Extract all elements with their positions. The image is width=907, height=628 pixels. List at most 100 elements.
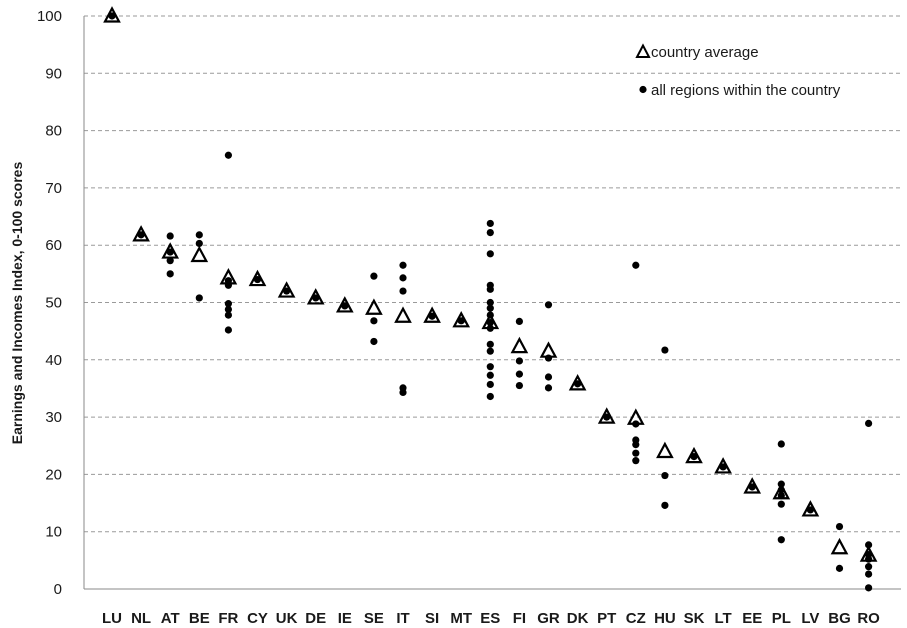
country-average-point bbox=[568, 374, 587, 391]
region-point bbox=[806, 506, 815, 514]
x-tick-label: PL bbox=[772, 610, 791, 627]
y-tick-label: 90 bbox=[45, 65, 62, 82]
x-tick-label: DK bbox=[567, 610, 589, 627]
region-point bbox=[166, 270, 174, 278]
region-point bbox=[777, 500, 785, 508]
region-point bbox=[865, 419, 873, 428]
x-tick-label: SK bbox=[684, 610, 705, 627]
region-point bbox=[515, 317, 524, 326]
region-point bbox=[632, 449, 640, 457]
x-tick-label: BE bbox=[189, 610, 210, 627]
region-point bbox=[166, 257, 174, 265]
y-tick-label: 0 bbox=[54, 581, 62, 598]
region-point bbox=[486, 363, 494, 371]
region-point bbox=[486, 304, 494, 312]
country-average-points bbox=[103, 6, 878, 562]
region-point bbox=[224, 151, 232, 159]
x-tick-label: UK bbox=[276, 610, 298, 627]
region-point bbox=[865, 563, 873, 571]
country-average-point bbox=[714, 457, 732, 474]
region-point bbox=[166, 248, 174, 256]
region-point bbox=[486, 298, 494, 307]
region-point bbox=[195, 231, 203, 239]
region-point bbox=[137, 231, 145, 239]
legend-dot-marker bbox=[639, 85, 647, 94]
y-tick-label: 20 bbox=[45, 466, 62, 483]
region-point bbox=[399, 287, 407, 295]
y-axis-title: Earnings and Incomes Index, 0-100 scores bbox=[9, 162, 25, 445]
region-point bbox=[865, 584, 873, 592]
x-tick-label: EE bbox=[742, 610, 762, 627]
region-point bbox=[632, 441, 640, 449]
region-point bbox=[224, 311, 232, 319]
region-point bbox=[544, 301, 553, 309]
country-average-point bbox=[481, 312, 500, 330]
y-tick-label: 60 bbox=[45, 237, 62, 254]
y-tick-label: 50 bbox=[45, 295, 62, 312]
region-point bbox=[283, 287, 291, 295]
region-point bbox=[195, 239, 203, 248]
x-tick-label: AT bbox=[161, 610, 180, 627]
region-point bbox=[574, 380, 582, 388]
country-average-point bbox=[510, 336, 529, 354]
country-average-point bbox=[656, 441, 674, 459]
region-point bbox=[224, 326, 232, 334]
x-tick-label: RO bbox=[857, 610, 880, 627]
region-point bbox=[515, 357, 524, 365]
region-point bbox=[108, 12, 116, 20]
region-point bbox=[544, 354, 553, 362]
x-tick-label: FR bbox=[218, 610, 238, 627]
region-point bbox=[486, 371, 494, 379]
region-point bbox=[486, 392, 494, 401]
region-point bbox=[224, 300, 232, 308]
country-average-point bbox=[772, 482, 791, 500]
region-point bbox=[486, 285, 494, 293]
region-point bbox=[777, 440, 785, 448]
region-point bbox=[312, 294, 320, 302]
region-point bbox=[544, 384, 553, 392]
region-point bbox=[632, 457, 640, 465]
region-point bbox=[195, 294, 203, 302]
x-tick-label: IE bbox=[338, 610, 352, 627]
x-tick-label: MT bbox=[450, 610, 472, 627]
region-point bbox=[457, 317, 465, 325]
region-point bbox=[719, 463, 727, 471]
region-point bbox=[777, 536, 785, 544]
legend-label-regions: all regions within the country bbox=[651, 82, 841, 99]
legend-triangle-marker bbox=[635, 43, 651, 58]
region-point bbox=[399, 274, 407, 282]
legend: country average all regions within the c… bbox=[635, 43, 841, 99]
country-average-point bbox=[626, 408, 645, 425]
x-tick-label: CY bbox=[247, 610, 268, 627]
x-tick-label: SI bbox=[425, 610, 439, 627]
region-point bbox=[865, 541, 873, 549]
region-point bbox=[690, 453, 698, 461]
y-tick-label: 10 bbox=[45, 524, 62, 541]
country-average-point bbox=[365, 298, 383, 315]
x-tick-label: CZ bbox=[626, 610, 646, 627]
y-axis: 0 10 20 30 40 50 60 70 80 90 100 bbox=[37, 8, 85, 598]
region-point bbox=[428, 312, 436, 320]
country-average-point bbox=[394, 306, 412, 323]
country-average-point bbox=[539, 341, 558, 358]
country-average-point bbox=[335, 296, 354, 313]
region-point bbox=[486, 228, 494, 237]
x-tick-label: LU bbox=[102, 610, 122, 627]
country-average-point bbox=[859, 545, 878, 562]
region-point bbox=[253, 275, 262, 284]
x-axis: LU NL AT BE FR CY UK DE IE SE IT SI MT ES FI GR DK PT CZ HU… bbox=[102, 610, 880, 627]
x-tick-label: SE bbox=[364, 610, 384, 627]
x-tick-label: IT bbox=[396, 610, 409, 627]
country-average-point bbox=[597, 407, 616, 424]
x-tick-label: DE bbox=[305, 610, 326, 627]
region-point bbox=[166, 232, 174, 240]
region-point bbox=[224, 305, 232, 313]
region-point bbox=[370, 337, 378, 346]
x-tick-label: LV bbox=[801, 610, 819, 627]
country-average-point bbox=[132, 225, 150, 242]
region-point bbox=[486, 347, 494, 355]
region-point bbox=[486, 380, 494, 389]
x-tick-label: BG bbox=[828, 610, 851, 627]
y-tick-label: 80 bbox=[45, 123, 62, 140]
